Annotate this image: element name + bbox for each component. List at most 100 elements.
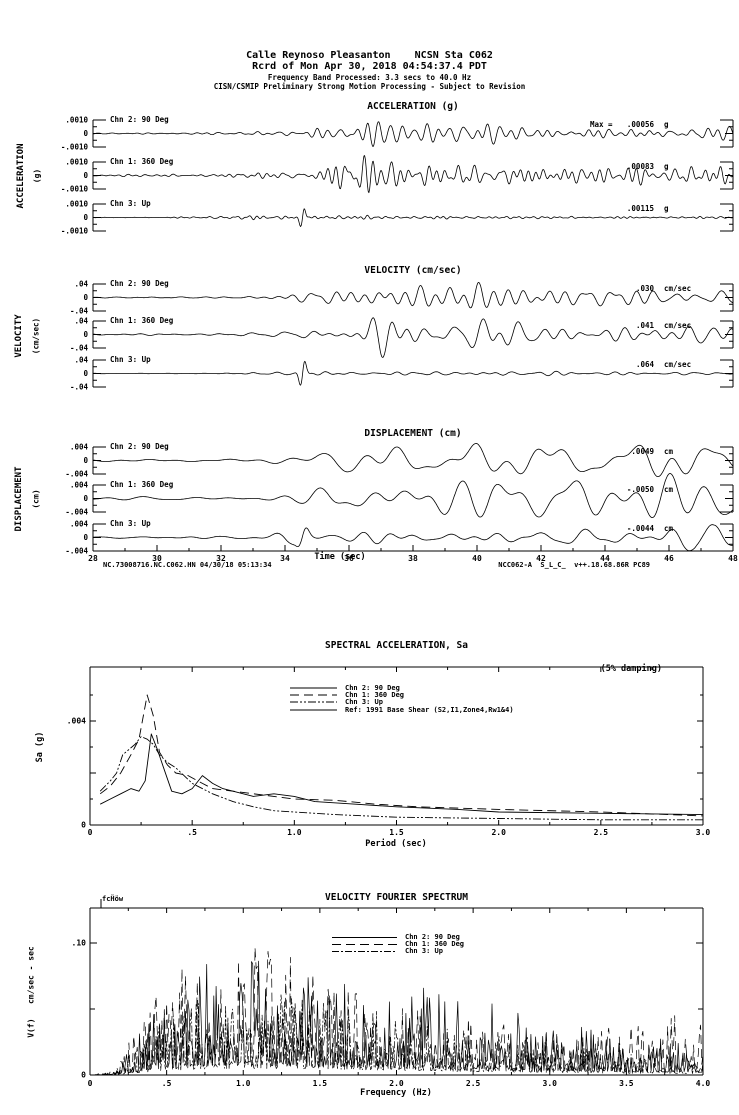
svg-text:3.5: 3.5 (619, 1079, 634, 1088)
svg-text:0: 0 (81, 1071, 86, 1080)
svg-text:0: 0 (83, 533, 88, 542)
svg-text:1.5: 1.5 (313, 1079, 328, 1088)
damping-note: (5% damping) (600, 664, 662, 674)
svg-text:.004: .004 (67, 717, 86, 726)
sa-legend-label: Ref: 1991 Base Shear (S2,I1,Zone4,Rw1&4) (345, 705, 514, 714)
max-value: .00083 (626, 162, 654, 171)
svg-text:4.0: 4.0 (696, 1079, 711, 1088)
max-value: .00056 (626, 120, 654, 129)
svg-text:1.5: 1.5 (389, 828, 404, 837)
svg-text:38: 38 (408, 554, 418, 563)
svg-text:-.004: -.004 (65, 508, 88, 517)
svg-text:0: 0 (81, 821, 86, 830)
record-id-footer: NC.73008716.NC.C062.HN 04/30/18 05:13:34 (103, 561, 272, 569)
processing-version-footer: NCC062-A S_L_C_ v++.18.68.86R PC89 (498, 561, 650, 569)
svg-text:0: 0 (83, 494, 88, 503)
svg-text:36: 36 (344, 554, 354, 563)
svg-text:0: 0 (83, 293, 88, 302)
channel-label: Chn 2: 90 Deg (110, 279, 169, 288)
svg-text:.04: .04 (74, 356, 88, 365)
fourier-legend-label: Chn 3: Up (405, 947, 443, 955)
svg-text:44: 44 (600, 554, 610, 563)
acceleration-axis-unit: (g) (32, 168, 42, 184)
fourier-y-axis-label: V(f) cm/sec - sec (26, 946, 36, 1038)
max-unit: g (664, 204, 669, 213)
channel-label: Chn 1: 360 Deg (110, 157, 174, 166)
svg-text:1.0: 1.0 (287, 828, 302, 837)
svg-text:3.0: 3.0 (696, 828, 711, 837)
svg-text:.004: .004 (70, 520, 89, 529)
svg-text:.004: .004 (70, 443, 89, 452)
record-timestamp: Rcrd of Mon Apr 30, 2018 04:54:37.4 PDT (252, 61, 487, 72)
svg-text:.0010: .0010 (65, 116, 88, 125)
velocity-axis-label: VELOCITY (14, 314, 24, 358)
max-value: .041 (635, 321, 654, 330)
max-unit: cm (664, 485, 674, 494)
svg-text:.04: .04 (74, 280, 88, 289)
max-unit: cm/sec (664, 360, 692, 369)
max-value: .030 (635, 284, 654, 293)
svg-text:40: 40 (472, 554, 482, 563)
svg-text:48: 48 (728, 554, 738, 563)
svg-text:46: 46 (664, 554, 674, 563)
velocity-section-title: VELOCITY (cm/sec) (364, 265, 462, 276)
svg-text:2.0: 2.0 (491, 828, 506, 837)
sa-y-axis-label: Sa (g) (35, 731, 45, 763)
frequency-axis-label: Frequency (Hz) (360, 1088, 432, 1098)
channel-label: Chn 3: Up (110, 519, 151, 528)
acceleration-axis-label: ACCELERATION (16, 143, 26, 209)
svg-text:.004: .004 (70, 481, 89, 490)
max-unit: cm/sec (664, 321, 692, 330)
svg-text:2.0: 2.0 (389, 1079, 404, 1088)
max-value: .00115 (626, 204, 654, 213)
sa-legend-label: Chn 3: Up (345, 697, 383, 706)
svg-text:0: 0 (83, 369, 88, 378)
svg-text:.5: .5 (162, 1079, 172, 1088)
svg-text:3.0: 3.0 (543, 1079, 558, 1088)
svg-text:-.0010: -.0010 (61, 143, 89, 152)
sa-legend-label: Chn 2: 90 Deg (345, 683, 400, 692)
svg-text:0: 0 (88, 1079, 93, 1088)
svg-text:34: 34 (280, 554, 290, 563)
max-value: -.0044 (626, 524, 654, 533)
sa-chart-title: SPECTRAL ACCELERATION, Sa (325, 640, 468, 651)
svg-text:0: 0 (83, 330, 88, 339)
svg-text:.04: .04 (74, 317, 88, 326)
record-station-title: Calle Reynoso Pleasanton NCSN Sta C062 (246, 50, 493, 61)
max-value: -.0050 (626, 485, 654, 494)
svg-text:-.04: -.04 (70, 307, 89, 316)
displacement-axis-label: DISPLACEMENT (14, 466, 24, 532)
fourier-chart-title: VELOCITY FOURIER SPECTRUM (325, 892, 468, 903)
max-value: .0049 (631, 447, 654, 456)
velocity-axis-unit: (cm/sec) (31, 317, 41, 355)
svg-text:-.0010: -.0010 (61, 227, 89, 236)
svg-text:0: 0 (83, 456, 88, 465)
max-unit: cm/sec (664, 284, 692, 293)
max-unit: cm (664, 524, 674, 533)
channel-label: Chn 3: Up (110, 355, 151, 364)
max-unit: g (664, 162, 669, 171)
filter-corner-note: fcḦöw (102, 895, 124, 903)
max-prefix: Max = (590, 120, 613, 129)
acceleration-section-title: ACCELERATION (g) (367, 101, 459, 112)
time-axis-label: Time (sec) (314, 552, 366, 562)
svg-text:42: 42 (536, 554, 546, 563)
max-unit: cm (664, 447, 674, 456)
svg-text:28: 28 (88, 554, 98, 563)
svg-text:2.5: 2.5 (466, 1079, 481, 1088)
sa-legend-label: Chn 1: 360 Deg (345, 690, 405, 699)
period-axis-label: Period (sec) (365, 839, 427, 849)
channel-label: Chn 1: 360 Deg (110, 480, 174, 489)
svg-text:32: 32 (216, 554, 226, 563)
svg-text:.10: .10 (72, 939, 87, 948)
processing-disclaimer: CISN/CSMIP Preliminary Strong Motion Pro… (213, 82, 526, 91)
fourier-legend-label: Chn 2: 90 Deg (405, 933, 460, 941)
svg-text:.0010: .0010 (65, 200, 88, 209)
channel-label: Chn 1: 360 Deg (110, 316, 174, 325)
svg-text:.5: .5 (187, 828, 197, 837)
fourier-legend-label: Chn 1: 360 Deg (405, 940, 465, 948)
max-unit: g (664, 120, 669, 129)
channel-label: Chn 3: Up (110, 199, 151, 208)
